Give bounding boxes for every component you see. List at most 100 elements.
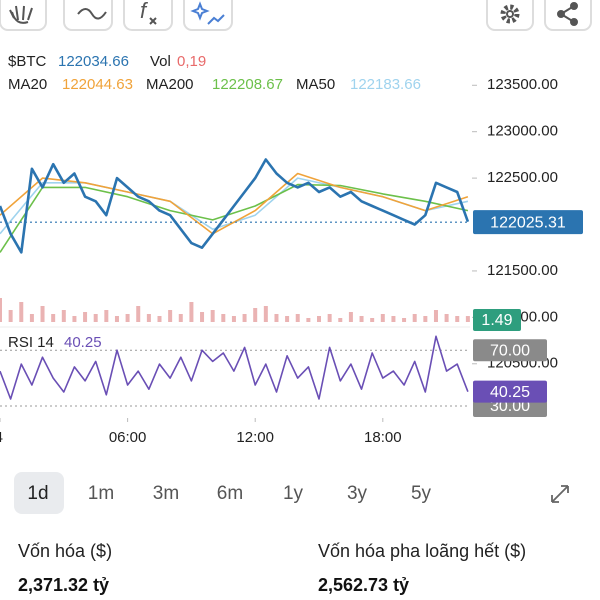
x-tick-label: 06:00 <box>109 429 147 446</box>
volume-bar <box>168 310 173 322</box>
volume-bar <box>157 316 162 322</box>
stat-value: 2,371.32 tỷ <box>18 575 109 595</box>
last-price-box <box>473 210 583 235</box>
symbol: $BTC <box>8 53 47 70</box>
volume-bar <box>285 316 290 322</box>
y-tick-label: 123500.00 <box>487 76 558 93</box>
tool-line[interactable] <box>63 0 113 31</box>
volume-bar <box>263 306 268 322</box>
y-tick-label: 121500.00 <box>487 262 558 279</box>
x-tick-label: 18:00 <box>364 429 402 446</box>
volume-bar <box>29 314 34 322</box>
volume-bar <box>114 316 119 322</box>
trend-icon <box>207 14 225 25</box>
y-tick-label: 122500.00 <box>487 169 558 186</box>
x-tick-label: 12:00 <box>236 429 274 446</box>
rsi-value: 40.25 <box>64 334 102 351</box>
last-price-label: 122025.31 <box>490 214 566 231</box>
stat-label: Vốn hóa ($) <box>18 541 112 561</box>
volume-bar <box>61 310 66 322</box>
volume-bar <box>19 302 24 322</box>
volume-bar <box>465 316 470 322</box>
toolbar: f <box>0 0 592 31</box>
range-button[interactable]: 5y <box>411 483 432 504</box>
ma-header: MA20 122044.63 MA200 122208.67 MA50 1221… <box>8 76 421 93</box>
range-button[interactable]: 1m <box>88 483 114 504</box>
volume-bar <box>0 298 2 322</box>
header-price: 122034.66 <box>58 53 129 70</box>
price-header: $BTC 122034.66 Vol 0,19 <box>8 53 206 70</box>
ma-name: MA20 <box>8 76 47 93</box>
ma-line <box>0 183 469 253</box>
share-button[interactable] <box>544 0 592 31</box>
settings-button[interactable] <box>486 0 534 31</box>
volume-bar <box>433 310 438 322</box>
share-dot <box>557 10 565 18</box>
volume-bar <box>125 314 130 322</box>
ma-value: 122208.67 <box>212 76 283 93</box>
rsi-title: RSI 14 <box>8 334 54 351</box>
volume-bar <box>370 318 375 322</box>
volume-bar <box>200 312 205 322</box>
tool-fx[interactable] <box>123 0 173 31</box>
volume-bar <box>444 314 449 322</box>
sparkle-icon <box>190 1 210 21</box>
range-button[interactable]: 3m <box>153 483 179 504</box>
volume-bar <box>178 314 183 322</box>
volume-bar <box>253 308 258 322</box>
range-button[interactable]: 6m <box>217 483 243 504</box>
volume-bar <box>231 316 236 322</box>
gear-hole <box>506 10 514 18</box>
volume-bar <box>391 316 396 322</box>
chart: 123500.00123000.00122500.00121500.001210… <box>0 76 583 446</box>
volume-bar <box>327 314 332 322</box>
expand-icon[interactable] <box>551 485 569 503</box>
volume-bar <box>189 302 194 322</box>
volume-bar <box>348 312 353 322</box>
rsi-level-box <box>473 339 547 362</box>
volume-bar <box>93 314 98 322</box>
volume-bar <box>402 318 407 322</box>
rsi-last-label: 40.25 <box>490 384 530 401</box>
price-line <box>0 158 470 254</box>
rsi-level-label: 70.00 <box>490 342 530 359</box>
volume-bar <box>51 314 56 322</box>
volume-bar <box>8 310 13 322</box>
volume-bar <box>423 316 428 322</box>
volume-bar <box>338 318 343 322</box>
stat-label: Vốn hóa pha loãng hết ($) <box>318 541 526 561</box>
share-dot <box>570 18 578 26</box>
volume-bar <box>83 312 88 322</box>
volume-box <box>473 309 521 331</box>
x-tick-label: 4 <box>0 429 3 446</box>
volume-bar <box>72 316 77 322</box>
volume-bar <box>146 314 151 322</box>
volume-label: 1.49 <box>481 312 512 329</box>
volume-bar <box>455 316 460 322</box>
vol-value: 0,19 <box>177 53 206 70</box>
stat-value: 2,562.73 tỷ <box>318 575 409 595</box>
range-button[interactable]: 1y <box>283 483 304 504</box>
volume-bar <box>317 316 322 322</box>
range-button[interactable]: 3y <box>347 483 368 504</box>
volume-bar <box>40 306 45 322</box>
volume-bar <box>359 316 364 322</box>
share-dot <box>570 2 578 10</box>
fx-x <box>149 17 157 25</box>
volume-bar <box>274 314 279 322</box>
volume-bar <box>136 306 141 322</box>
range-button[interactable]: 1d <box>27 483 48 504</box>
tool-ai[interactable] <box>183 0 233 31</box>
volume-bar <box>412 314 417 322</box>
gear-icon <box>500 4 520 24</box>
volume-bar <box>295 314 300 322</box>
range-selected <box>14 472 64 514</box>
ma-value: 122044.63 <box>62 76 133 93</box>
hand-icon <box>9 5 33 24</box>
ma-name: MA50 <box>296 76 335 93</box>
volume-bar <box>242 314 247 322</box>
tool-hand[interactable] <box>0 0 47 31</box>
rsi-line <box>0 335 469 400</box>
